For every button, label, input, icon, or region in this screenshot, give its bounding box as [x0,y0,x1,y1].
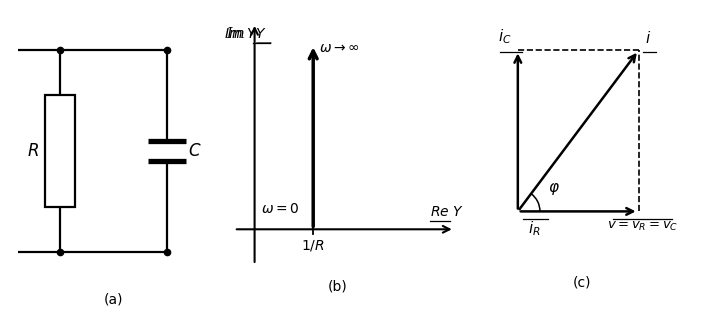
Text: (a): (a) [104,293,124,307]
Text: Re $Y$: Re $Y$ [430,204,464,218]
Text: $\omega \to \infty$: $\omega \to \infty$ [319,41,359,55]
Text: $\varphi$: $\varphi$ [548,181,560,197]
Text: $\omega=0$: $\omega=0$ [261,203,300,217]
Text: $C$: $C$ [187,142,202,160]
Text: (c): (c) [573,276,591,290]
Text: $i$: $i$ [645,31,651,46]
Text: $1/R$: $1/R$ [302,238,325,253]
Text: $v=v_R=v_C$: $v=v_R=v_C$ [607,219,678,232]
Text: (b): (b) [327,279,347,293]
Text: $R$: $R$ [27,142,38,160]
Text: $i_R$: $i_R$ [528,219,540,238]
Text: $Y$: $Y$ [255,27,266,41]
Bar [45,95,75,207]
Text: $i_C$: $i_C$ [498,28,511,46]
Text: Im: Im [226,27,249,41]
Text: Im $Y$: Im $Y$ [224,27,257,41]
